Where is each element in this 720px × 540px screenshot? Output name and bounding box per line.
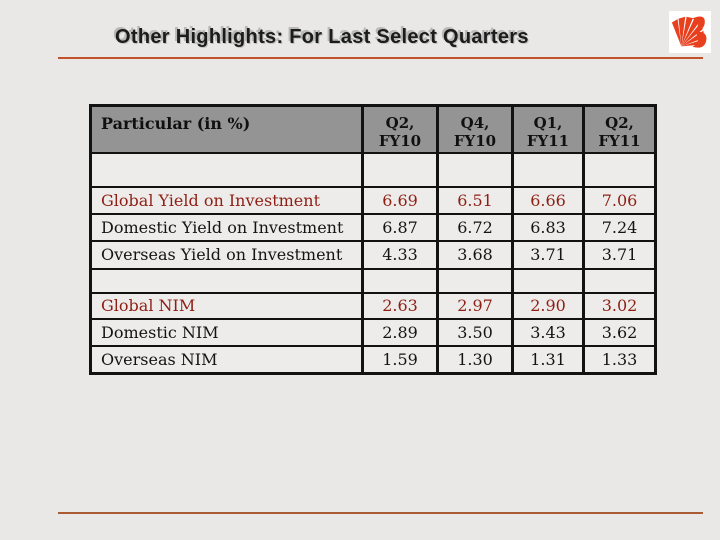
bank-logo: [669, 11, 711, 53]
table-row-overseas-nim: Overseas NIM 1.59 1.30 1.31 1.33: [89, 344, 657, 375]
value-cell: 3.71: [582, 239, 657, 270]
value-cell: 7.06: [582, 185, 657, 215]
value-cell: 2.63: [361, 291, 439, 320]
value-cell: 6.72: [436, 212, 514, 242]
spacer-row: [89, 267, 657, 294]
value-cell: 6.87: [361, 212, 439, 242]
spacer-cell: [436, 151, 514, 188]
highlights-table: Particular (in %) Q2, FY10 Q4, FY10 Q1, …: [89, 104, 657, 375]
value-cell: 7.24: [582, 212, 657, 242]
quarter-line2: FY11: [598, 132, 641, 150]
row-label: Domestic NIM: [89, 317, 364, 347]
title-underline-rule: [58, 57, 703, 59]
quarter-line1: Q4,: [460, 114, 490, 132]
quarter-line1: Q1,: [533, 114, 563, 132]
slide-title: Other Highlights: For Last Select Quarte…: [115, 26, 529, 48]
spacer-cell: [361, 267, 439, 294]
value-cell: 2.90: [511, 291, 585, 320]
value-cell: 3.62: [582, 317, 657, 347]
quarter-line1: Q2,: [605, 114, 634, 132]
table-row-domestic-nim: Domestic NIM 2.89 3.50 3.43 3.62: [89, 317, 657, 347]
header-cell-q4-fy10: Q4, FY10: [436, 104, 514, 154]
table-row-global-yield: Global Yield on Investment 6.69 6.51 6.6…: [89, 185, 657, 215]
value-cell: 6.66: [511, 185, 585, 215]
value-cell: 2.97: [436, 291, 514, 320]
row-label: Global Yield on Investment: [89, 185, 364, 215]
value-cell: 2.89: [361, 317, 439, 347]
row-label: Domestic Yield on Investment: [89, 212, 364, 242]
value-cell: 6.83: [511, 212, 585, 242]
value-cell: 4.33: [361, 239, 439, 270]
table-row-overseas-yield: Overseas Yield on Investment 4.33 3.68 3…: [89, 239, 657, 270]
table-header-row: Particular (in %) Q2, FY10 Q4, FY10 Q1, …: [89, 104, 657, 154]
header-cell-q2-fy10: Q2, FY10: [361, 104, 439, 154]
header-cell-q1-fy11: Q1, FY11: [511, 104, 585, 154]
spacer-row: [89, 151, 657, 188]
value-cell: 3.43: [511, 317, 585, 347]
value-cell: 3.71: [511, 239, 585, 270]
value-cell: 3.02: [582, 291, 657, 320]
spacer-cell: [511, 151, 585, 188]
table-row-global-nim: Global NIM 2.63 2.97 2.90 3.02: [89, 291, 657, 320]
spacer-cell: [89, 267, 364, 294]
value-cell: 3.68: [436, 239, 514, 270]
row-label: Global NIM: [89, 291, 364, 320]
value-cell: 1.33: [582, 344, 657, 375]
quarter-line2: FY10: [453, 132, 497, 150]
row-label: Overseas NIM: [89, 344, 364, 375]
spacer-cell: [436, 267, 514, 294]
baroda-sun-icon: [669, 11, 711, 53]
value-cell: 6.51: [436, 185, 514, 215]
spacer-cell: [582, 151, 657, 188]
spacer-cell: [89, 151, 364, 188]
footer-rule: [58, 512, 703, 514]
quarter-line2: FY10: [378, 132, 422, 150]
value-cell: 1.30: [436, 344, 514, 375]
header-cell-particular: Particular (in %): [89, 104, 364, 154]
spacer-cell: [361, 151, 439, 188]
quarter-line2: FY11: [526, 132, 570, 150]
value-cell: 3.50: [436, 317, 514, 347]
spacer-cell: [582, 267, 657, 294]
table-row-domestic-yield: Domestic Yield on Investment 6.87 6.72 6…: [89, 212, 657, 242]
value-cell: 6.69: [361, 185, 439, 215]
row-label: Overseas Yield on Investment: [89, 239, 364, 270]
value-cell: 1.31: [511, 344, 585, 375]
value-cell: 1.59: [361, 344, 439, 375]
header-cell-q2-fy11: Q2, FY11: [582, 104, 657, 154]
spacer-cell: [511, 267, 585, 294]
quarter-line1: Q2,: [385, 114, 415, 132]
